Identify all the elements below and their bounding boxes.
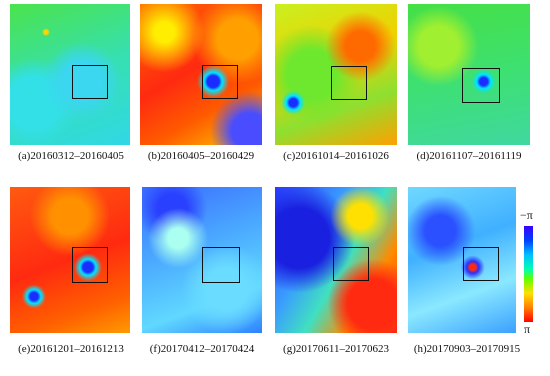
interferogram <box>10 187 130 333</box>
colorbar-label: π <box>524 322 531 336</box>
caption: (h)20170903–20170915 <box>413 343 521 355</box>
interferogram <box>408 4 530 145</box>
roi-box <box>333 247 369 281</box>
caption: (b)20160405–20160429 <box>147 150 255 162</box>
caption: (d)20161107–20161119 <box>416 150 522 162</box>
roi-box <box>202 65 238 99</box>
interferogram <box>408 187 516 333</box>
caption: (g)20170611–20170623 <box>283 343 389 355</box>
caption: (a)20160312–20160405 <box>18 150 124 162</box>
caption: (c)20161014–20161026 <box>283 150 389 162</box>
roi-box <box>72 65 108 99</box>
colorbar-label: −π <box>520 208 533 222</box>
interferogram <box>10 4 130 145</box>
roi-box <box>202 247 240 283</box>
interferogram <box>275 4 397 145</box>
interferogram <box>275 187 397 333</box>
caption: (e)20161201–20161213 <box>18 343 124 355</box>
caption: (f)20170412–20170424 <box>149 343 255 355</box>
colorbar <box>524 226 533 322</box>
roi-box <box>72 247 108 283</box>
interferogram <box>142 187 262 333</box>
roi-box <box>463 247 499 281</box>
roi-box <box>462 68 500 103</box>
roi-box <box>331 66 367 100</box>
interferogram <box>140 4 262 145</box>
